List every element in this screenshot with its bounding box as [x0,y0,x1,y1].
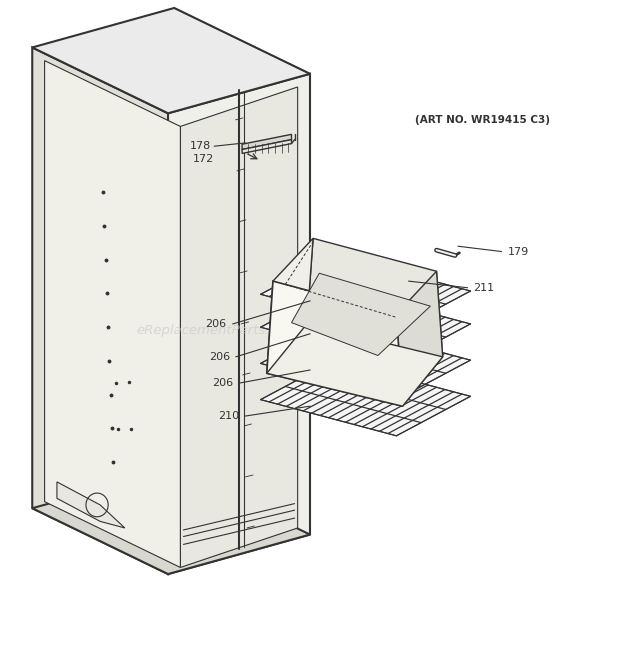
Polygon shape [307,239,443,357]
Polygon shape [242,139,291,153]
Polygon shape [260,360,471,436]
Polygon shape [32,469,310,574]
Text: 210: 210 [218,411,239,421]
Polygon shape [260,288,471,364]
Text: 206: 206 [209,352,230,362]
Polygon shape [180,87,298,567]
Polygon shape [45,61,180,567]
Text: eReplacementParts.com: eReplacementParts.com [136,324,298,337]
Text: 206: 206 [211,378,233,388]
Polygon shape [267,281,402,407]
Text: 178: 178 [190,141,211,151]
Text: (ART NO. WR19415 C3): (ART NO. WR19415 C3) [415,115,551,125]
Text: 211: 211 [474,283,495,293]
Polygon shape [396,271,443,407]
Text: 206: 206 [206,319,227,329]
Polygon shape [168,74,310,574]
Polygon shape [32,48,168,574]
Polygon shape [267,239,313,373]
Text: 172: 172 [193,155,215,165]
Polygon shape [57,482,125,528]
Polygon shape [260,254,471,330]
Polygon shape [291,273,430,356]
Polygon shape [260,324,471,400]
Polygon shape [32,8,310,113]
Text: 179: 179 [508,247,529,256]
Polygon shape [242,134,291,149]
Polygon shape [267,324,443,407]
